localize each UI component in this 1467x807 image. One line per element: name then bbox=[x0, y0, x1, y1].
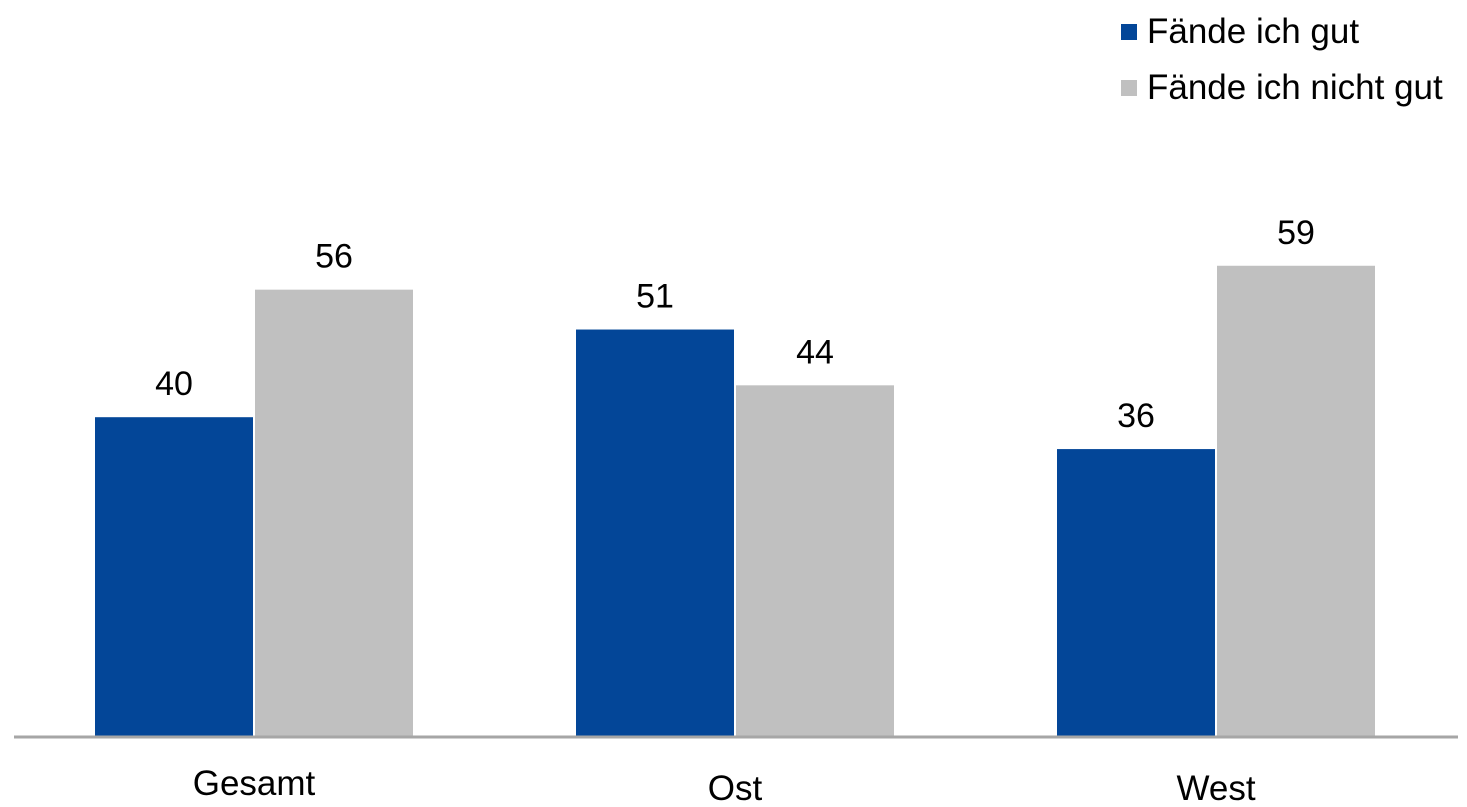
legend-label-series-2: Fände ich nicht gut bbox=[1147, 68, 1443, 107]
category-label-ost: Ost bbox=[708, 769, 763, 807]
data-label-ost-series-1: 51 bbox=[636, 278, 674, 316]
bar-gesamt-series-1 bbox=[95, 417, 253, 736]
category-labels-group: Gesamt Ost West bbox=[193, 764, 1256, 807]
legend: Fände ich gut Fände ich nicht gut bbox=[1121, 4, 1443, 116]
legend-item-series-1: Fände ich gut bbox=[1121, 4, 1443, 60]
bar-ost-series-1 bbox=[576, 329, 734, 736]
data-label-gesamt-series-2: 56 bbox=[315, 238, 353, 276]
bar-west-series-1 bbox=[1057, 449, 1215, 736]
bars-group bbox=[95, 265, 1375, 736]
data-labels-group: 40 56 51 44 36 59 bbox=[155, 214, 1315, 435]
bar-west-series-2 bbox=[1217, 265, 1375, 736]
data-label-gesamt-series-1: 40 bbox=[155, 365, 193, 403]
legend-label-series-1: Fände ich gut bbox=[1147, 12, 1360, 51]
bar-ost-series-2 bbox=[736, 385, 894, 736]
data-label-west-series-2: 59 bbox=[1277, 214, 1315, 252]
legend-item-series-2: Fände ich nicht gut bbox=[1121, 60, 1443, 116]
legend-swatch-series-2 bbox=[1121, 80, 1137, 96]
bar-gesamt-series-2 bbox=[255, 289, 413, 736]
category-label-gesamt: Gesamt bbox=[193, 764, 316, 803]
data-label-ost-series-2: 44 bbox=[796, 333, 834, 371]
data-label-west-series-1: 36 bbox=[1117, 397, 1155, 435]
category-label-west: West bbox=[1176, 769, 1255, 807]
legend-swatch-series-1 bbox=[1121, 24, 1137, 40]
